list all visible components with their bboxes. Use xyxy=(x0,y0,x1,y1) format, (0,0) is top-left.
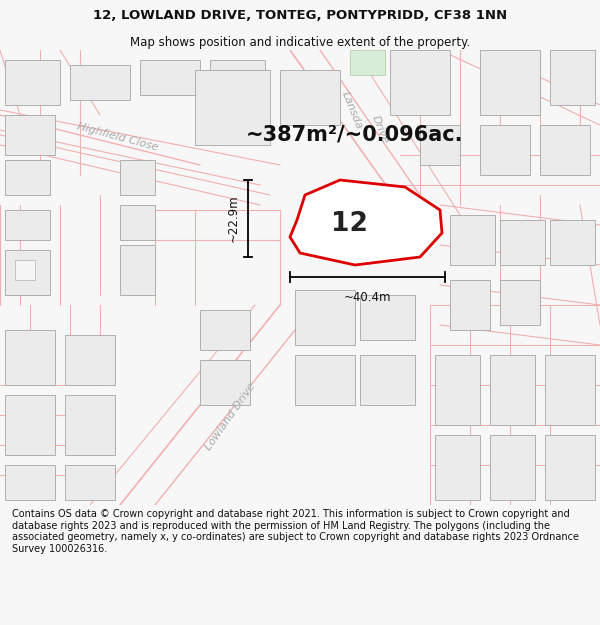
Polygon shape xyxy=(480,50,540,115)
Polygon shape xyxy=(280,70,340,125)
Polygon shape xyxy=(480,125,530,175)
Text: Lowland Drive: Lowland Drive xyxy=(203,381,257,452)
Text: Contains OS data © Crown copyright and database right 2021. This information is : Contains OS data © Crown copyright and d… xyxy=(12,509,579,554)
Polygon shape xyxy=(450,280,490,330)
Polygon shape xyxy=(390,50,450,115)
Polygon shape xyxy=(5,160,50,195)
Polygon shape xyxy=(490,435,535,500)
Polygon shape xyxy=(350,50,385,75)
Polygon shape xyxy=(540,125,590,175)
Polygon shape xyxy=(210,60,265,90)
Polygon shape xyxy=(15,260,35,280)
Polygon shape xyxy=(65,335,115,385)
Polygon shape xyxy=(65,465,115,500)
Text: Lansda: Lansda xyxy=(340,89,364,131)
Polygon shape xyxy=(500,220,545,265)
Polygon shape xyxy=(5,395,55,455)
Text: Drive: Drive xyxy=(370,114,390,146)
Polygon shape xyxy=(435,435,480,500)
Polygon shape xyxy=(435,355,480,425)
Polygon shape xyxy=(545,355,595,425)
Polygon shape xyxy=(550,220,595,265)
Text: Map shows position and indicative extent of the property.: Map shows position and indicative extent… xyxy=(130,36,470,49)
Polygon shape xyxy=(120,160,155,195)
Polygon shape xyxy=(545,435,595,500)
Polygon shape xyxy=(420,125,460,165)
Polygon shape xyxy=(550,50,595,105)
Polygon shape xyxy=(5,250,50,295)
Polygon shape xyxy=(200,360,250,405)
Polygon shape xyxy=(195,70,270,145)
Text: ~387m²/~0.096ac.: ~387m²/~0.096ac. xyxy=(246,125,464,145)
Polygon shape xyxy=(65,395,115,455)
Polygon shape xyxy=(290,180,442,265)
Polygon shape xyxy=(360,295,415,340)
Polygon shape xyxy=(140,60,200,95)
Polygon shape xyxy=(200,310,250,350)
Polygon shape xyxy=(5,330,55,385)
Polygon shape xyxy=(360,355,415,405)
Polygon shape xyxy=(500,280,540,325)
Polygon shape xyxy=(5,210,50,240)
Polygon shape xyxy=(295,355,355,405)
Polygon shape xyxy=(70,65,130,100)
Polygon shape xyxy=(450,215,495,265)
Text: 12, LOWLAND DRIVE, TONTEG, PONTYPRIDD, CF38 1NN: 12, LOWLAND DRIVE, TONTEG, PONTYPRIDD, C… xyxy=(93,9,507,22)
Polygon shape xyxy=(295,290,355,345)
Polygon shape xyxy=(5,465,55,500)
Text: ~22.9m: ~22.9m xyxy=(227,195,240,242)
Polygon shape xyxy=(5,60,60,105)
Polygon shape xyxy=(120,205,155,240)
Polygon shape xyxy=(120,245,155,295)
Polygon shape xyxy=(490,355,535,425)
Polygon shape xyxy=(5,115,55,155)
Text: Highfield Close: Highfield Close xyxy=(76,121,160,152)
Text: ~40.4m: ~40.4m xyxy=(344,291,391,304)
Text: 12: 12 xyxy=(331,211,368,237)
